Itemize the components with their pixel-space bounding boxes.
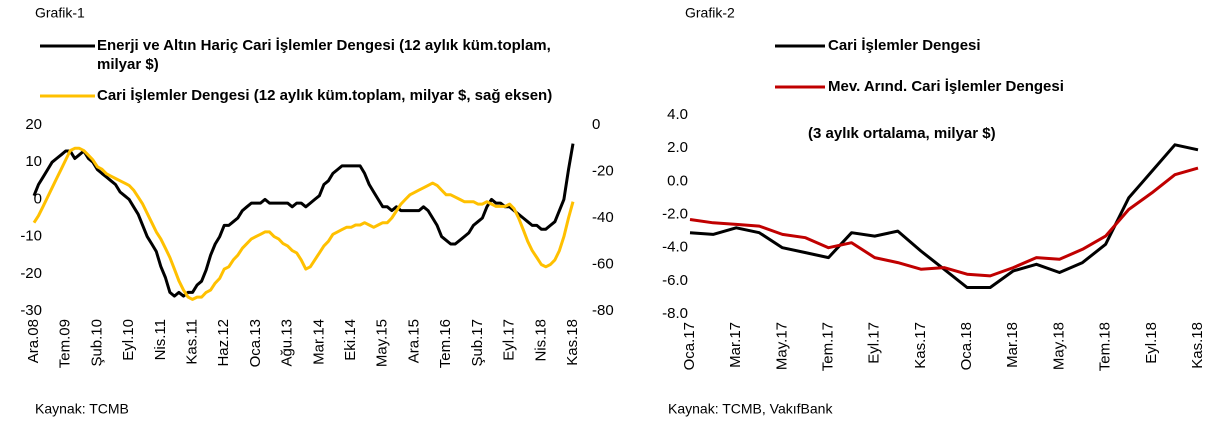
- x-tick-label: Haz.12: [215, 319, 232, 367]
- x-tick-label: Oca.17: [681, 322, 698, 370]
- x-tick-label: Ara.15: [405, 319, 422, 363]
- x-tick-label: Eyl.18: [1143, 322, 1160, 364]
- y-tick-label: 2.0: [667, 139, 688, 156]
- x-tick-label: May.17: [773, 322, 790, 370]
- chart-title: Grafik-2: [685, 5, 735, 21]
- y2-tick-label: -80: [592, 302, 614, 319]
- chart-title: Grafik-1: [35, 5, 85, 21]
- legend-label: Cari İşlemler Dengesi (12 aylık küm.topl…: [97, 87, 553, 104]
- y2-tick-label: -40: [592, 209, 614, 226]
- x-tick-label: Eyl.10: [120, 319, 137, 361]
- x-tick-label: Mar.17: [727, 322, 744, 368]
- x-tick-label: Ara.08: [25, 319, 42, 363]
- legend-label: Cari İşlemler Dengesi: [828, 37, 981, 54]
- x-tick-label: Kas.11: [183, 319, 200, 365]
- source: Kaynak: TCMB, VakıfBank: [668, 401, 833, 417]
- y2-tick-label: -20: [592, 162, 614, 179]
- x-tick-label: Ağu.13: [279, 319, 296, 367]
- legend-label: Enerji ve Altın Hariç Cari İşlemler Deng…: [97, 37, 551, 73]
- x-tick-label: Nis.18: [532, 319, 549, 362]
- x-tick-label: Mar.14: [310, 319, 327, 365]
- x-tick-label: Kas.17: [912, 322, 929, 369]
- y-tick-label: 0: [34, 190, 42, 207]
- x-tick-label: May.15: [374, 319, 391, 367]
- x-tick-label: Şub.17: [469, 319, 486, 367]
- x-tick-label: Eki.14: [342, 319, 359, 361]
- x-tick-label: May.18: [1050, 322, 1067, 370]
- annotation: (3 aylık ortalama, milyar $): [808, 125, 996, 142]
- y2-tick-label: -60: [592, 255, 614, 272]
- y-tick-label: -30: [20, 302, 42, 319]
- x-tick-label: Eyl.17: [501, 319, 518, 361]
- series-line: [32, 146, 575, 301]
- x-tick-label: Tem.16: [437, 319, 454, 368]
- x-tick-label: Tem.09: [57, 319, 74, 368]
- x-tick-label: Oca.13: [247, 319, 264, 367]
- x-tick-label: Kas.18: [1189, 322, 1206, 369]
- x-tick-label: Oca.18: [958, 322, 975, 370]
- x-tick-label: Kas.18: [564, 319, 581, 366]
- x-tick-label: Nis.11: [152, 319, 169, 360]
- y2-tick-label: 0: [592, 116, 600, 133]
- y-tick-label: -4.0: [662, 239, 688, 256]
- x-tick-label: Mar.18: [1004, 322, 1021, 368]
- y-tick-label: 10: [25, 153, 42, 170]
- y-tick-label: -6.0: [662, 272, 688, 289]
- series-line: [32, 143, 575, 298]
- x-tick-label: Şub.10: [88, 319, 105, 367]
- x-tick-label: Tem.17: [820, 322, 837, 371]
- source: Kaynak: TCMB: [35, 401, 129, 417]
- y-tick-label: -10: [20, 228, 42, 245]
- y-tick-label: -20: [20, 265, 42, 282]
- y-tick-label: 0.0: [667, 172, 688, 189]
- y-tick-label: 20: [25, 116, 42, 133]
- y-tick-label: -8.0: [662, 305, 688, 322]
- legend-label: Mev. Arınd. Cari İşlemler Dengesi: [828, 78, 1064, 95]
- y-tick-label: -2.0: [662, 205, 688, 222]
- series-line: [689, 166, 1199, 278]
- x-tick-label: Eyl.17: [866, 322, 883, 364]
- y-tick-label: 4.0: [667, 106, 688, 123]
- x-tick-label: Tem.18: [1097, 322, 1114, 371]
